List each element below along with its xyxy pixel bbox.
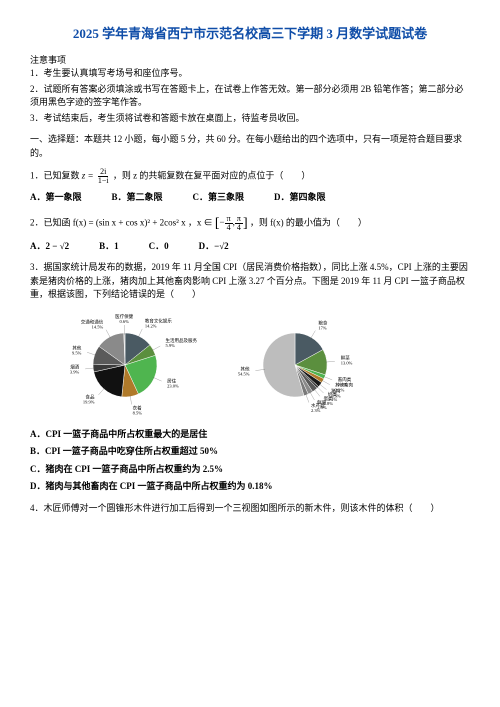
q1-opt-c: C．第三象限 [193,191,245,205]
svg-text:烟酒3.9%: 烟酒3.9% [70,363,80,374]
q3-stem: 3．据国家统计局发布的数据，2019 年 11 月全国 CPI（居民消费价格指数… [30,261,470,302]
svg-text:其他54.5%: 其他54.5% [238,365,250,376]
q1-formula: z = [82,171,96,181]
part1-heading: 一、选择题：本题共 12 小题，每小题 5 分，共 60 分。在每小题给出的四个… [30,133,470,160]
pie-chart-1: 教育文化娱乐14.2% 生活用品及服务5.9% 居住23.0% 衣着8.5% 食品19.… [50,310,200,420]
q2-stem-b: ，则 f(x) 的最小值为（ ） [250,217,367,227]
pie-chart-2: 粮食17%鲜菜13.0%畜肉类2.1%其他畜肉2.2%猪肉2.5%奶类1.1%蛋… [220,310,370,420]
q1-fraction: 2i1−i [96,168,111,185]
q4-stem: 4．木匠师傅对一个圆锥形木件进行加工后得到一个三视图如图所示的新木件，则该木件的… [30,502,470,516]
q1-opt-a: A．第一象限 [30,191,82,205]
instruction-1: 1．考生要认真填写考场号和座位序号。 [30,67,470,81]
svg-text:衣着8.5%: 衣着8.5% [133,404,143,415]
charts-row: 教育文化娱乐14.2% 生活用品及服务5.9% 居住23.0% 衣着8.5% 食品19.… [50,310,470,420]
svg-text:医疗保健0.6%: 医疗保健0.6% [115,313,133,324]
q1-stem-b: ，则 z 的共轭复数在复平面对应的点位于（ ） [113,171,311,181]
q1-opt-d: D．第四象限 [274,191,326,205]
q2-options: A．2 − √2 B．1 C．0 D．−√2 [30,240,470,254]
q1-stem-a: 1．已知复数 [30,171,82,181]
svg-text:教育文化娱乐14.2%: 教育文化娱乐14.2% [145,317,172,328]
svg-text:粮食17%: 粮食17% [318,319,327,330]
svg-text:居住23.0%: 居住23.0% [167,377,179,388]
q3-stmt-d: D．猪肉与其他畜肉在 CPI 一篮子商品中所占权重约为 0.18% [30,480,470,494]
svg-text:其他9.5%: 其他9.5% [72,344,82,355]
q3-stmt-b: B．CPI 一篮子商品中吃穿住所占权重超过 50% [30,445,470,459]
svg-text:食品19.9%: 食品19.9% [83,393,95,404]
q2-opt-d: D．−√2 [199,240,229,254]
svg-text:鲜菜13.0%: 鲜菜13.0% [341,354,353,365]
q1-stem: 1．已知复数 z = 2i1−i ，则 z 的共轭复数在复平面对应的点位于（ ） [30,168,470,185]
page-title: 2025 学年青海省西宁市示范名校高三下学期 3 月数学试题试卷 [30,24,470,44]
q2-opt-c: C．0 [149,240,169,254]
q1-options: A．第一象限 B．第二象限 C．第三象限 D．第四象限 [30,191,470,205]
q3-stmt-a: A．CPI 一篮子商品中所占权重最大的是居住 [30,428,470,442]
q3-stmt-c: C．猪肉在 CPI 一篮子商品中所占权重约为 2.5% [30,463,470,477]
instruction-3: 3．考试结束后，考生须将试卷和答题卡放在桌面上，待监考员收回。 [30,112,470,126]
q2-stem: 2．已知函 f(x) = (sin x + cos x)² + 2cos² x … [30,213,470,234]
q1-opt-b: B．第二象限 [112,191,163,205]
svg-text:交通和通信14.5%: 交通和通信14.5% [81,318,104,329]
svg-text:生活用品及服务5.9%: 生活用品及服务5.9% [166,337,198,348]
q2-opt-a: A．2 − √2 [30,240,69,254]
q2-stem-a: 2．已知函 f(x) = (sin x + cos x)² + 2cos² x … [30,217,215,227]
q2-opt-b: B．1 [99,240,119,254]
svg-text:水产品2.3%: 水产品2.3% [311,402,325,413]
q2-interval: [ −π4 , π4 ] [215,213,248,234]
instruction-2: 2．试题所有答案必须填涂或书写在答题卡上，在试卷上作答无效。第一部分必须用 2B… [30,83,470,110]
notice-head: 注意事项 [30,54,470,68]
